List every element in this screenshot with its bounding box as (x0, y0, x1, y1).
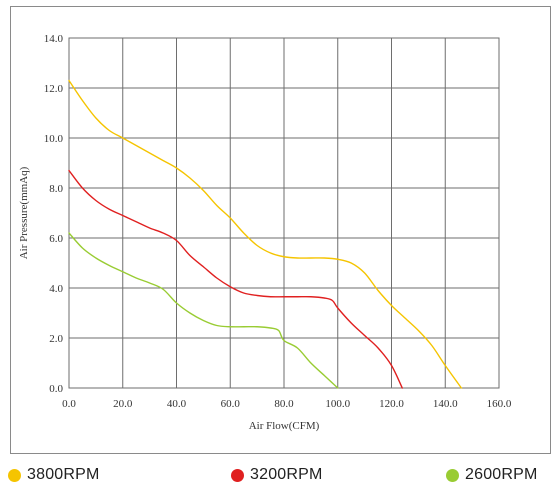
series-lines (68, 79, 463, 389)
x-tick-label: 40.0 (167, 398, 187, 410)
x-tick-label: 120.0 (379, 398, 404, 410)
series-line-2600rpm (68, 232, 339, 389)
series-line-3200rpm (68, 169, 403, 389)
x-axis-title: Air Flow(CFM) (249, 420, 320, 432)
x-tick-label: 60.0 (221, 398, 241, 410)
x-tick-label: 20.0 (113, 398, 133, 410)
legend: 3800RPM 3200RPM 2600RPM (0, 466, 553, 492)
y-tick-label: 0.0 (49, 383, 63, 395)
legend-swatch-3200rpm (231, 468, 244, 482)
y-tick-label: 8.0 (49, 183, 63, 195)
legend-label-2600rpm: 2600RPM (465, 466, 538, 483)
y-tick-label: 6.0 (49, 233, 63, 245)
x-tick-label: 140.0 (433, 398, 458, 410)
legend-swatch-2600rpm (446, 468, 459, 482)
y-tick-label: 10.0 (44, 133, 64, 145)
tick-labels: 0.0 20.0 40.0 60.0 80.0 100.0 120.0 140.0 160.0 0… (44, 33, 512, 410)
x-tick-label: 160.0 (487, 398, 512, 410)
y-tick-label: 14.0 (44, 33, 64, 45)
legend-item-3800rpm: 3800RPM (8, 466, 100, 484)
legend-swatch-3800rpm (8, 468, 21, 482)
fan-curve-chart: 0.0 20.0 40.0 60.0 80.0 100.0 120.0 140.0 160.0 0… (18, 33, 512, 432)
y-tick-label: 2.0 (49, 333, 63, 345)
y-axis-title: Air Pressure(mmAq) (18, 166, 30, 259)
x-tick-label: 100.0 (325, 398, 350, 410)
plot-border (68, 37, 500, 389)
grid (68, 37, 500, 389)
x-tick-label: 0.0 (62, 398, 76, 410)
chart-frame: 0.0 20.0 40.0 60.0 80.0 100.0 120.0 140.0 160.0 0… (10, 6, 551, 454)
x-tick-label: 80.0 (274, 398, 294, 410)
y-tick-label: 4.0 (49, 283, 63, 295)
legend-label-3800rpm: 3800RPM (27, 466, 100, 483)
legend-item-3200rpm: 3200RPM (231, 466, 323, 484)
y-tick-label: 12.0 (44, 83, 64, 95)
series-line-3800rpm (68, 79, 463, 389)
legend-label-3200rpm: 3200RPM (250, 466, 323, 483)
legend-item-2600rpm: 2600RPM (446, 466, 538, 484)
